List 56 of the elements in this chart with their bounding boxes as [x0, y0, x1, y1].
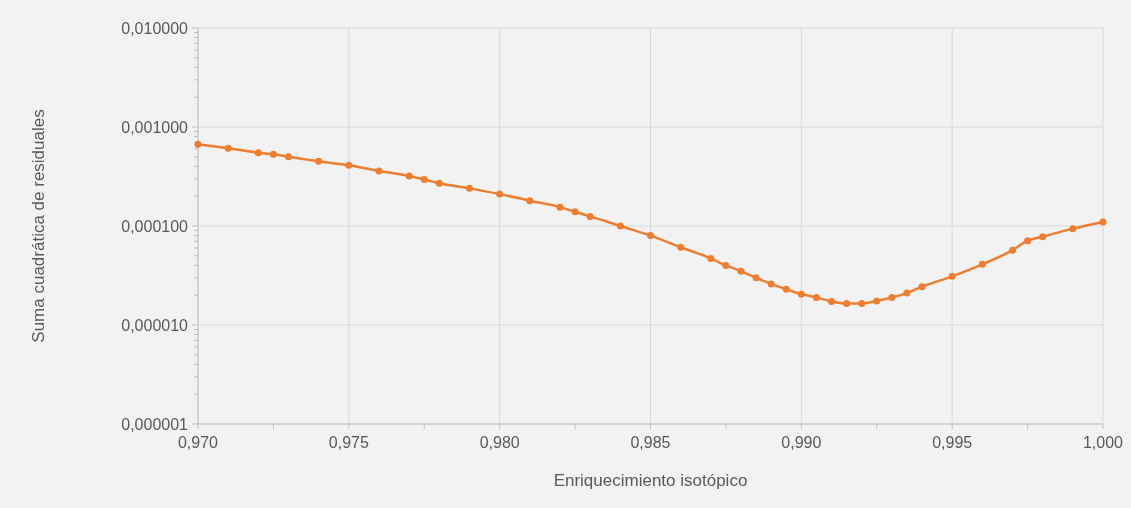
- point: [526, 197, 534, 205]
- point: [722, 261, 730, 269]
- point: [918, 283, 926, 291]
- y-tick-label: 0,001000: [121, 118, 189, 136]
- point: [782, 285, 790, 293]
- point: [828, 297, 835, 305]
- point: [496, 190, 504, 198]
- x-tick-label: 0,995: [932, 434, 973, 451]
- point: [616, 222, 624, 230]
- point: [903, 289, 911, 297]
- point: [586, 212, 594, 220]
- point: [556, 203, 564, 211]
- x-tick-label: 0,990: [781, 434, 822, 451]
- point: [873, 297, 881, 305]
- point: [737, 267, 745, 275]
- point: [707, 254, 715, 262]
- point: [194, 140, 202, 148]
- point: [254, 149, 262, 157]
- point: [978, 260, 986, 268]
- point: [948, 272, 956, 280]
- point: [435, 179, 443, 187]
- point: [677, 243, 685, 251]
- point: [269, 150, 277, 158]
- x-tick-label: 0,985: [630, 434, 671, 451]
- y-tick-label: 0,000010: [121, 316, 189, 334]
- point: [466, 184, 473, 192]
- point: [752, 274, 760, 282]
- point: [571, 208, 579, 216]
- point: [375, 167, 383, 175]
- point: [888, 293, 896, 301]
- x-tick-label: 1,000: [1082, 434, 1124, 451]
- point: [1024, 237, 1032, 245]
- x-tick-label: 0,970: [177, 434, 219, 451]
- point: [647, 232, 654, 240]
- x-axis-title: Enriquecimiento isotópico: [553, 471, 748, 490]
- x-tick-label: 0,980: [479, 434, 520, 451]
- point: [843, 299, 851, 307]
- point: [405, 172, 413, 180]
- point: [420, 175, 428, 183]
- point: [345, 161, 353, 169]
- point: [858, 299, 866, 307]
- point: [315, 157, 323, 165]
- point: [224, 144, 232, 152]
- point: [812, 293, 820, 301]
- point: [285, 153, 292, 161]
- point: [767, 280, 775, 288]
- y-tick-label: 0,000001: [121, 415, 189, 433]
- y-axis-title: Suma cuadrática de residuales: [29, 109, 48, 343]
- point: [1099, 218, 1107, 226]
- y-tick-label: 0,010000: [121, 19, 189, 37]
- x-tick-label: 0,975: [328, 434, 369, 451]
- point: [1009, 246, 1016, 254]
- point: [797, 290, 805, 298]
- y-tick-label: 0,000100: [121, 217, 189, 235]
- point: [1069, 225, 1077, 233]
- point: [1039, 233, 1047, 241]
